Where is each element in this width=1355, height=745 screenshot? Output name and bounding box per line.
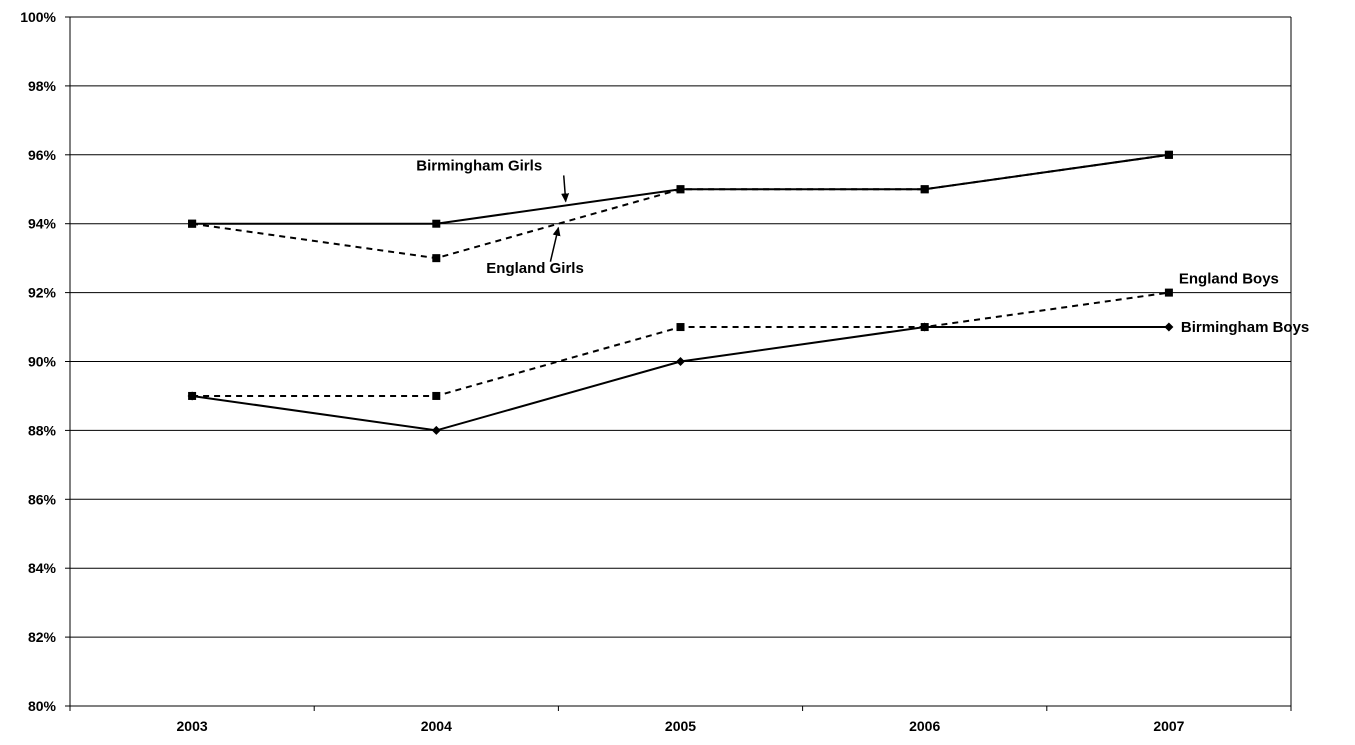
series-label-england-girls: England Girls [486,260,584,277]
arrow-england-girls [549,226,561,262]
y-tick-label: 90% [28,354,57,370]
x-tick-label-2003: 2003 [177,718,208,734]
series-line-england-boys [192,291,1170,397]
series-line-england-girls [191,153,1170,260]
y-tick-label: 92% [28,285,57,301]
series-label-birmingham-girls: Birmingham Girls [416,157,542,174]
data-point [432,391,441,400]
data-point [1164,288,1173,297]
data-point [1164,150,1173,159]
y-tick-label: 96% [28,147,57,163]
series-lines [187,150,1174,435]
y-tick-label: 100% [20,9,56,25]
x-tick-label-2005: 2005 [665,718,696,734]
data-point [188,219,197,228]
y-tick-label: 98% [28,78,57,94]
y-tick-label: 80% [28,698,57,714]
axes: 80% 82% 84% 86% 88% 90% 92% 94% 96% 98% 100% 2003 20… [20,9,1292,734]
y-tick-label: 82% [28,629,57,645]
series-birmingham-boys [187,322,1174,435]
series-england-girls [188,150,1173,263]
series-annotations: Birmingham Girls England Girls England Boy… [416,157,1309,336]
data-point [920,185,929,194]
arrow-birmingham-girls [561,175,570,203]
data-point [432,219,441,228]
data-point [1164,322,1174,332]
x-tick-label-2006: 2006 [909,718,940,734]
data-point [432,254,441,263]
data-point [920,322,930,332]
series-label-birmingham-boys: Birmingham Boys [1181,319,1309,336]
series-line-birmingham-boys [191,326,1169,432]
x-tick-label-2007: 2007 [1153,718,1184,734]
series-label-england-boys: England Boys [1179,271,1279,288]
data-point [431,425,441,435]
x-tick-label-2004: 2004 [421,718,452,734]
data-point [676,185,685,194]
y-tick-label: 86% [28,491,57,507]
data-point [187,391,197,401]
y-tick-label: 94% [28,216,57,232]
data-point [676,357,685,366]
y-tick-label: 88% [28,422,57,438]
data-point [676,323,685,332]
y-tick-label: 84% [28,560,57,576]
series-england-boys [188,288,1173,400]
